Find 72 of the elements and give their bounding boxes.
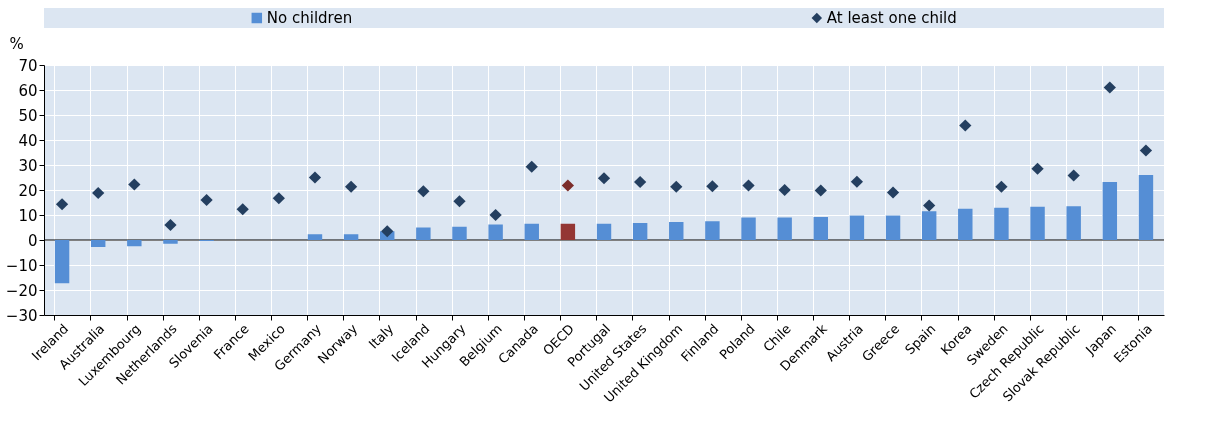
bar: [416, 227, 431, 240]
bar: [54, 240, 70, 284]
point: [164, 218, 177, 232]
point: [742, 179, 755, 192]
point: [308, 171, 322, 184]
bar: [524, 223, 539, 240]
point: [1139, 144, 1153, 157]
bar: [90, 240, 106, 247]
y-tick-label: 50: [18, 106, 38, 125]
point: [344, 180, 358, 193]
bar: [1138, 175, 1154, 240]
point: [597, 172, 611, 185]
y-tick-label: 70: [18, 56, 38, 75]
point: [1103, 81, 1116, 94]
point: [778, 183, 791, 197]
point: [55, 198, 69, 211]
point: [453, 195, 466, 208]
point: [634, 175, 647, 189]
bar: [813, 217, 828, 240]
bar: [488, 224, 503, 240]
point: [272, 192, 285, 205]
point: [814, 184, 827, 197]
y-tick-label: 0: [27, 231, 38, 250]
y-tick-label: 60: [18, 81, 38, 100]
bar: [705, 221, 720, 240]
point: [92, 186, 105, 200]
bar: [958, 208, 973, 240]
point: [236, 203, 249, 216]
bar: [343, 234, 359, 240]
bar: [307, 234, 323, 240]
legend-label: No children: [266, 9, 353, 27]
y-tick-label: −10: [5, 256, 38, 275]
bar: [885, 215, 901, 240]
y-tick-label: 40: [18, 131, 38, 150]
point: [489, 208, 502, 222]
bar: [163, 240, 178, 244]
point: [417, 185, 430, 198]
point: [1067, 169, 1080, 182]
y-tick-label: 10: [18, 206, 38, 225]
point: [381, 225, 394, 238]
point: [850, 175, 864, 188]
y-tick-label: 30: [18, 156, 38, 175]
bar: [1030, 206, 1045, 240]
point: [995, 180, 1008, 193]
y-tick-label: −20: [5, 281, 38, 300]
legend-label: At least one child: [826, 9, 957, 27]
point: [561, 179, 574, 192]
bar: [452, 226, 467, 240]
point: [923, 199, 936, 212]
bar: [1066, 206, 1081, 240]
bar: [921, 211, 937, 240]
point: [670, 180, 683, 193]
bar: [596, 223, 612, 240]
point: [886, 186, 900, 199]
y-axis-title: %: [9, 34, 24, 53]
bar: [741, 217, 756, 240]
bar: [669, 222, 684, 240]
bar: [632, 223, 648, 240]
point: [200, 193, 213, 207]
bar: [777, 217, 792, 240]
y-tick-label: 20: [18, 181, 38, 200]
bar: [127, 240, 142, 247]
bar: [994, 207, 1009, 240]
point: [959, 119, 972, 132]
y-tick-label: −30: [5, 306, 38, 325]
bar: [849, 215, 865, 240]
point: [706, 180, 719, 193]
bar: [560, 223, 576, 240]
point: [1031, 162, 1044, 175]
point: [128, 178, 141, 191]
bar: [1102, 182, 1118, 240]
point: [525, 160, 538, 173]
